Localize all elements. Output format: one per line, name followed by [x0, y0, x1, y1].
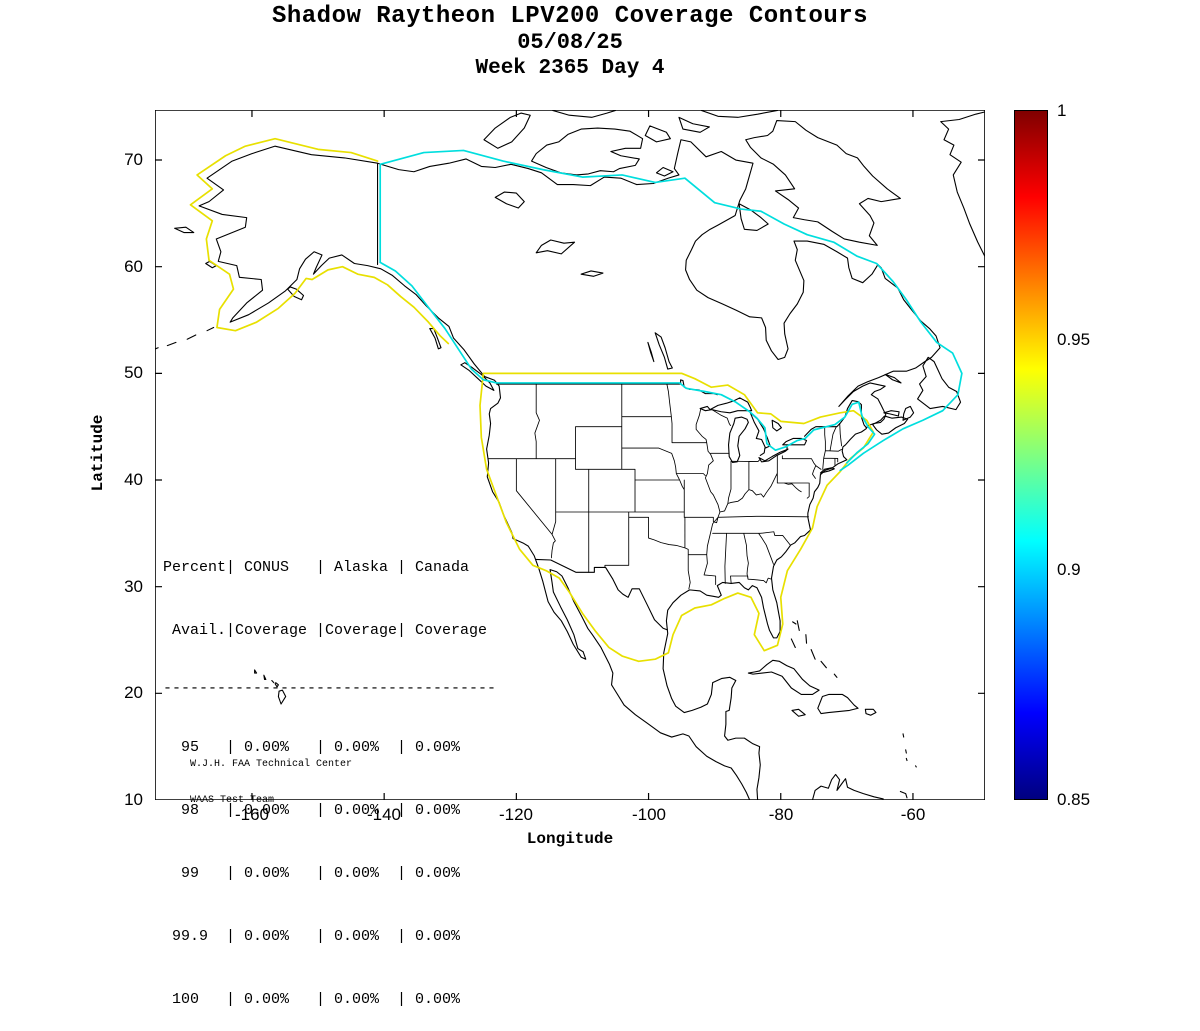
anticosti-island [885, 374, 901, 383]
haida-gwaii-island [430, 329, 441, 349]
lake-erie [759, 449, 788, 462]
lake-michigan [729, 417, 749, 462]
coverage-table-row: 98 | 0.00% | 0.00% | 0.00% [163, 802, 461, 819]
newfoundland-island [918, 357, 961, 409]
x-tick-label: -120 [498, 805, 534, 824]
hawaiian-islands [255, 670, 286, 704]
y-tick-label: 70 [124, 150, 143, 169]
figure-title-block: Shadow Raytheon LPV200 Coverage Contours… [0, 4, 1140, 82]
y-axis-ticks [155, 160, 985, 693]
map-svg [155, 110, 985, 800]
attribution-line: WAAS Test Team [190, 795, 275, 806]
st-lawrence-island [175, 227, 194, 232]
y-tick-label: 10 [124, 790, 143, 809]
y-tick-label: 20 [124, 683, 143, 702]
state-border-lines [489, 384, 842, 589]
colorbar-tick-label: 0.95 [1057, 330, 1091, 349]
hispaniola-island [818, 694, 858, 713]
southampton-island [739, 204, 768, 231]
greenland-coast [941, 112, 985, 256]
prince-edward-island [884, 411, 899, 416]
x-axis-label: Longitude [526, 830, 614, 848]
king-william-island [656, 167, 673, 176]
attribution-line: W.J.H. FAA Technical Center [190, 759, 353, 770]
conus-coverage-contour [480, 373, 873, 661]
y-tick-label: 30 [124, 577, 143, 596]
colorbar [1014, 110, 1048, 800]
y-tick-label: 60 [124, 257, 143, 276]
map-plot-area [155, 110, 985, 800]
x-axis-ticks [252, 110, 913, 800]
coverage-table-header: Avail.|Coverage |Coverage| Coverage [163, 622, 488, 639]
x-tick-label: -160 [234, 805, 270, 824]
aleutian-islands [155, 327, 213, 348]
figure-title: Shadow Raytheon LPV200 Coverage Contours [271, 3, 869, 30]
kodiak-island [288, 287, 304, 300]
us-state-borders [489, 384, 842, 589]
y-axis-label: Latitude [89, 414, 107, 492]
coverage-table-header: Percent| CONUS | Alaska | Canada [163, 559, 470, 576]
cuba-island [748, 660, 819, 694]
lake-winnipeg [655, 333, 672, 369]
coverage-table-row: 99 | 0.00% | 0.00% | 0.00% [163, 865, 461, 882]
south-america-coast [812, 734, 916, 800]
georgian-bay [772, 420, 781, 431]
lake-ontario [783, 438, 807, 444]
figure-date-subtitle: 05/08/25 [517, 30, 623, 55]
prince-of-wales-island [645, 126, 670, 142]
melville-island-clipped [553, 110, 616, 117]
lake-manitoba [648, 342, 654, 361]
somerset-island [679, 117, 709, 132]
coverage-table-divider: ------------------------------------- [163, 680, 497, 697]
attribution: W.J.H. FAA Technical Center WAAS Test Te… [190, 735, 352, 819]
jamaica-island [792, 709, 805, 716]
great-slave-lake [536, 240, 574, 254]
baffin-island [746, 121, 901, 246]
victoria-island [532, 128, 643, 175]
us-canada-border [497, 380, 867, 456]
coverage-table-row: 95 | 0.00% | 0.00% | 0.00% [163, 739, 461, 756]
alaska-coverage-contour [190, 139, 448, 344]
canada-coverage-contour-north [380, 150, 962, 470]
banks-island [484, 113, 530, 148]
axis-tick-marks [155, 110, 985, 800]
bahamas-islands [791, 621, 837, 678]
us-mexico-border [536, 559, 668, 629]
x-tick-label: -100 [631, 805, 667, 824]
figure-week-subtitle: Week 2365 Day 4 [475, 57, 665, 80]
lakes [495, 192, 806, 462]
lake-superior [700, 398, 752, 413]
lake-athabasca [581, 271, 603, 276]
great-bear-lake [495, 192, 524, 208]
vancouver-island [461, 363, 494, 391]
coastlines [155, 110, 984, 800]
puerto-rico-island [865, 709, 876, 715]
y-tick-label: 50 [124, 363, 143, 382]
nova-scotia [873, 416, 908, 434]
mainland-coastline [199, 140, 940, 800]
lake-huron [750, 413, 770, 448]
x-tick-label: -80 [768, 805, 794, 824]
long-island [820, 468, 834, 473]
coverage-table-row: 99.9 | 0.00% | 0.00% | 0.00% [163, 928, 461, 945]
x-tick-label: -60 [900, 805, 926, 824]
colorbar-tick-label: 1 [1057, 101, 1067, 120]
colorbar-tick-label: 0.9 [1057, 560, 1081, 579]
devon-island-clipped [701, 110, 777, 117]
figure-canvas: { "title": { "line1": "Shadow Raytheon L… [0, 3, 1140, 1008]
cape-breton-island [903, 406, 914, 420]
colorbar-tick-label: 0.85 [1057, 790, 1091, 809]
coverage-table-row: 100 | 0.00% | 0.00% | 0.00% [163, 991, 461, 1008]
x-tick-label: -140 [366, 805, 402, 824]
y-tick-label: 40 [124, 470, 143, 489]
coverage-contours [190, 139, 961, 662]
canada-coverage-contour-south [380, 262, 874, 463]
